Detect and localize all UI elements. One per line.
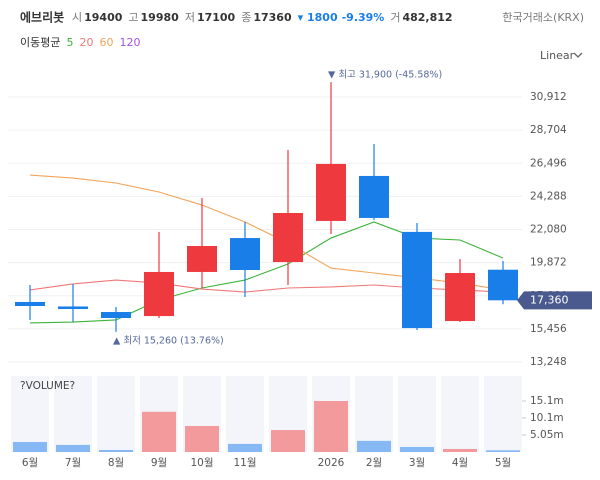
volume-title: ?VOLUME?	[20, 380, 75, 392]
volume-bar	[13, 441, 47, 452]
header: 에브리봇 시 19400 고 19980 저 17100 종 17360 ▾ 1800 -9.39…	[20, 10, 584, 63]
y-tick-label: 28,704	[530, 124, 567, 136]
header-value: 17360	[253, 11, 292, 24]
volume-panel	[97, 376, 135, 452]
volume-bar	[99, 449, 133, 452]
volume-bar	[400, 446, 434, 452]
volume-panel	[441, 376, 479, 452]
x-tick-label: 3월	[409, 457, 425, 469]
x-tick-label: 8월	[108, 457, 124, 469]
x-tick-label: 10월	[190, 457, 213, 469]
header-value: 19400	[84, 11, 123, 24]
candle-body	[58, 306, 88, 310]
x-tick-label: 4월	[452, 457, 468, 469]
header-items: 시 19400 고 19980 저 17100 종 17360 ▾ 1800 -9.39% 거 482…	[72, 11, 453, 24]
scale-mode[interactable]: Linear	[540, 49, 575, 62]
x-tick-label: 2026	[318, 457, 345, 469]
candle-body	[488, 269, 518, 301]
volume-bar	[56, 444, 90, 452]
candle-body	[402, 231, 432, 329]
x-tick-label: 7월	[65, 457, 81, 469]
volume-bar	[185, 425, 219, 452]
x-tick-label: 6월	[22, 457, 38, 469]
x-tick-label: 2월	[366, 457, 382, 469]
x-tick-label: 5월	[495, 457, 511, 469]
volume-panel	[54, 376, 92, 452]
ma-line	[29, 174, 504, 291]
ma-legend: 20	[79, 36, 93, 49]
candle-body	[15, 301, 45, 307]
candle-body	[273, 212, 303, 263]
x-tick-label: 11월	[233, 457, 256, 469]
volume-label: 거	[390, 11, 400, 24]
header-label: 저	[185, 11, 195, 24]
volume-value: 482,812	[402, 11, 452, 24]
candle-body	[101, 312, 131, 319]
ma-legend: 120	[119, 36, 140, 49]
header-value: 19980	[141, 11, 180, 24]
candle-body	[359, 175, 389, 218]
candle-body	[230, 238, 260, 271]
y-tick-label: 19,872	[530, 257, 567, 269]
volume-bar	[228, 443, 262, 452]
y-tick-label: 13,248	[530, 356, 567, 368]
candle-body	[445, 273, 475, 322]
price-tag-label: 17,360	[530, 293, 569, 306]
y-tick-label: 15,456	[530, 323, 567, 335]
header-label: 고	[128, 11, 138, 24]
volume-bar	[142, 411, 176, 452]
y-tick-label: 26,496	[530, 157, 567, 169]
header-label: 시	[72, 11, 82, 24]
change-pct: -9.39%	[342, 11, 385, 24]
volume-tick-label: 5.05m	[530, 429, 564, 441]
volume-tick-label: 10.1m	[530, 412, 564, 424]
low-annotation: ▲ 최저 15,260 (13.76%)	[113, 335, 224, 346]
volume-bar	[314, 400, 348, 452]
volume-bar	[271, 430, 305, 452]
y-tick-label: 22,080	[530, 224, 567, 236]
x-tick-label: 9월	[151, 457, 167, 469]
ma-legend: 5	[66, 36, 73, 49]
volume-panel	[226, 376, 264, 452]
y-tick-label: 30,912	[530, 91, 567, 103]
volume-bar	[357, 440, 391, 452]
y-tick-label: 24,288	[530, 190, 567, 202]
volume-panel	[398, 376, 436, 452]
candle-body	[316, 163, 346, 221]
header-label: 종	[241, 11, 251, 24]
price-tag	[517, 291, 592, 310]
volume-panel	[11, 376, 49, 452]
candle-body	[144, 271, 174, 317]
high-annotation: ▼ 최고 31,900 (-45.58%)	[328, 70, 442, 81]
volume-bar	[486, 450, 520, 452]
ma-title: 이동평균	[20, 36, 60, 49]
volume-bar	[443, 448, 477, 452]
candle-body	[187, 246, 217, 272]
stock-name: 에브리봇	[20, 10, 64, 25]
header-value: 17100	[197, 11, 236, 24]
volume-tick-label: 15.1m	[530, 395, 564, 407]
dropdown-icon[interactable]	[573, 52, 583, 58]
volume-panel	[484, 376, 522, 452]
change: ▾ 1800	[298, 11, 338, 24]
ma-legend: 60	[99, 36, 113, 49]
volume-panel	[355, 376, 393, 452]
exchange: 한국거래소(KRX)	[502, 11, 584, 24]
ma-line	[29, 221, 504, 324]
ma-line	[29, 279, 504, 293]
